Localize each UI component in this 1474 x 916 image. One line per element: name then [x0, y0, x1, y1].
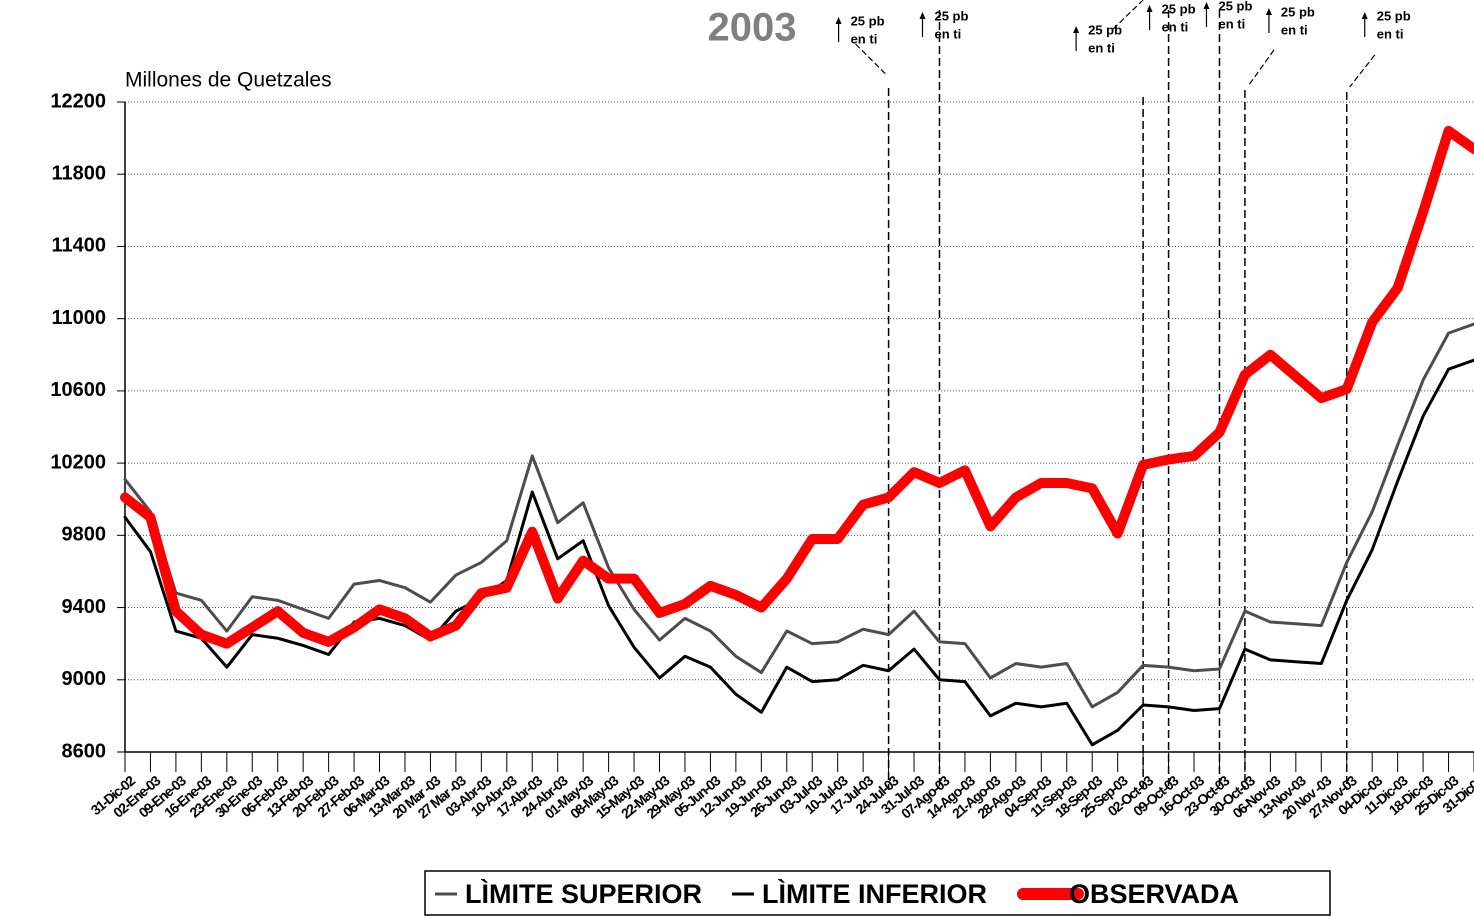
annotation-arrow-head: [1265, 8, 1272, 15]
annotation-label: 25 pb: [1218, 0, 1252, 13]
chart-title: 2003: [708, 6, 797, 50]
annotation-label: 25 pb: [851, 13, 885, 28]
annotation-arrow-head: [1073, 26, 1080, 33]
annotation-label: en ti: [1377, 26, 1404, 41]
legend-label: OBSERVADA: [1069, 879, 1239, 909]
annotation-arrow-head: [1361, 12, 1368, 19]
y-axis-title: Millones de Quetzales: [125, 69, 332, 92]
annotation-arrow-head: [1203, 2, 1210, 9]
annotation-label: 25 pb: [934, 8, 968, 23]
annotation-label: en ti: [1281, 22, 1308, 37]
annotation-label: 25 pb: [1088, 22, 1122, 37]
y-tick-label: 11800: [51, 163, 106, 185]
annotation-arrow-head: [1146, 5, 1153, 12]
y-tick-label: 8600: [62, 740, 107, 762]
y-tick-label: 12200: [50, 90, 106, 112]
annotation-label: en ti: [851, 31, 878, 46]
annotation-label: en ti: [1162, 19, 1189, 34]
series-line: [123, 322, 1474, 709]
legend-box: [424, 870, 1331, 916]
annotation-label: 25 pb: [1377, 8, 1411, 23]
annotation-label: 25 pb: [1281, 4, 1315, 19]
annotation-arrow-head: [919, 12, 926, 19]
annotation-arrow-head: [835, 17, 842, 24]
annotation-pointer: [855, 43, 888, 76]
legend-label: LÌMITE SUPERIOR: [465, 878, 702, 909]
annotation-label: en ti: [1088, 40, 1115, 55]
annotation-label: 25 pb: [1162, 1, 1196, 16]
y-tick-label: 10200: [50, 451, 106, 473]
annotation-label: en ti: [1218, 16, 1245, 31]
y-tick-label: 9000: [62, 668, 107, 690]
legend-label: LÌMITE INFERIOR: [762, 878, 987, 909]
annotation-pointer: [1349, 54, 1376, 88]
y-tick-label: 10600: [50, 379, 106, 401]
y-tick-label: 11400: [51, 235, 106, 257]
y-tick-label: 9400: [62, 596, 107, 618]
annotation-pointer: [1112, 0, 1144, 30]
annotation-label: en ti: [934, 26, 961, 41]
y-tick-label: 11000: [51, 307, 106, 329]
series-line: [120, 125, 1474, 649]
annotation-pointer: [1248, 49, 1275, 86]
y-tick-label: 9800: [62, 524, 107, 546]
